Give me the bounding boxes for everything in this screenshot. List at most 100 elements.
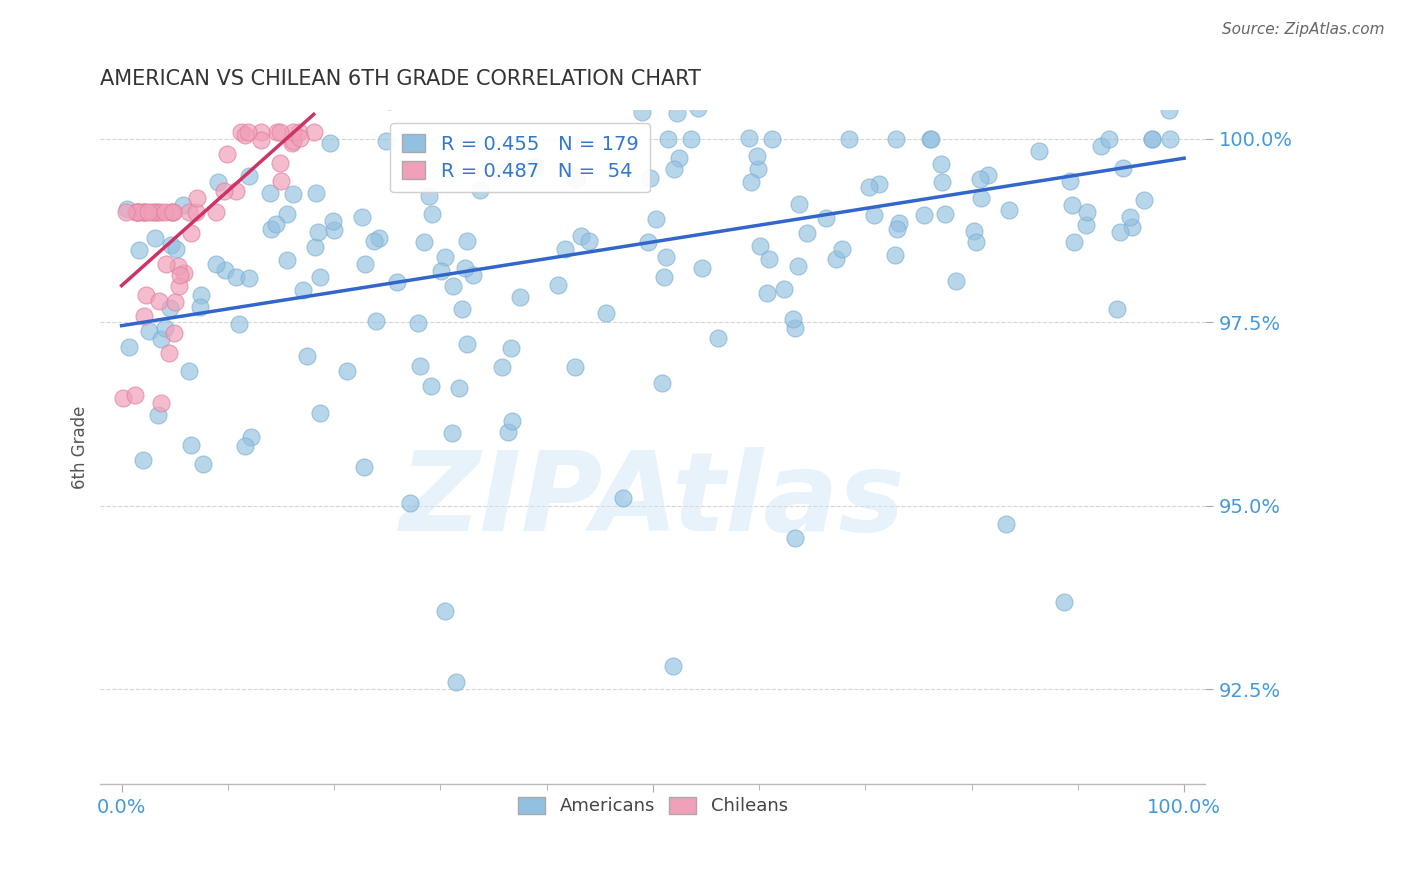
Point	[747, 162, 769, 177]
Point	[138, 324, 160, 338]
Point	[266, 124, 288, 138]
Point	[630, 105, 652, 120]
Point	[115, 205, 138, 219]
Point	[163, 326, 186, 340]
Point	[295, 350, 318, 364]
Point	[509, 290, 531, 304]
Point	[449, 381, 471, 395]
Point	[1059, 174, 1081, 188]
Point	[969, 171, 991, 186]
Point	[441, 425, 464, 440]
Point	[863, 208, 886, 222]
Point	[240, 429, 263, 443]
Point	[264, 218, 287, 232]
Point	[399, 496, 422, 510]
Point	[186, 191, 208, 205]
Point	[1053, 594, 1076, 608]
Point	[657, 132, 679, 146]
Point	[980, 32, 1002, 46]
Point	[1074, 218, 1097, 232]
Point	[305, 186, 328, 201]
Point	[124, 388, 146, 402]
Point	[207, 175, 229, 189]
Point	[281, 186, 304, 201]
Point	[132, 205, 155, 219]
Point	[167, 259, 190, 273]
Point	[1036, 0, 1059, 9]
Point	[491, 360, 513, 375]
Point	[375, 134, 398, 148]
Point	[149, 332, 172, 346]
Point	[160, 238, 183, 252]
Point	[1105, 302, 1128, 317]
Point	[969, 24, 991, 38]
Point	[153, 320, 176, 334]
Point	[118, 340, 141, 354]
Point	[688, 101, 710, 115]
Point	[886, 222, 908, 236]
Point	[148, 293, 170, 308]
Point	[868, 178, 890, 192]
Point	[214, 263, 236, 277]
Point	[463, 268, 485, 282]
Point	[1028, 145, 1050, 159]
Point	[745, 149, 768, 163]
Point	[413, 235, 436, 249]
Point	[654, 250, 676, 264]
Point	[1140, 132, 1163, 146]
Point	[180, 226, 202, 240]
Point	[280, 136, 302, 150]
Point	[141, 205, 163, 219]
Point	[259, 186, 281, 200]
Point	[931, 175, 953, 189]
Point	[215, 146, 238, 161]
Point	[1063, 235, 1085, 249]
Point	[756, 285, 779, 300]
Point	[163, 294, 186, 309]
Point	[433, 250, 456, 264]
Point	[595, 306, 617, 320]
Text: AMERICAN VS CHILEAN 6TH GRADE CORRELATION CHART: AMERICAN VS CHILEAN 6TH GRADE CORRELATIO…	[100, 69, 702, 88]
Point	[188, 300, 211, 314]
Point	[409, 359, 432, 373]
Point	[112, 392, 135, 406]
Point	[308, 269, 330, 284]
Point	[366, 314, 388, 328]
Point	[578, 235, 600, 249]
Point	[963, 224, 986, 238]
Point	[651, 376, 673, 391]
Point	[547, 278, 569, 293]
Point	[1133, 194, 1156, 208]
Point	[238, 169, 260, 183]
Point	[1090, 139, 1112, 153]
Point	[862, 72, 884, 87]
Point	[977, 168, 1000, 182]
Point	[225, 269, 247, 284]
Point	[134, 309, 156, 323]
Point	[884, 132, 907, 146]
Point	[179, 364, 201, 378]
Point	[995, 517, 1018, 532]
Point	[260, 222, 283, 236]
Point	[738, 131, 761, 145]
Point	[132, 452, 155, 467]
Point	[128, 243, 150, 257]
Point	[470, 183, 492, 197]
Point	[662, 659, 685, 673]
Point	[786, 259, 808, 273]
Point	[501, 414, 523, 428]
Point	[153, 205, 176, 219]
Point	[229, 124, 252, 138]
Point	[1108, 226, 1130, 240]
Point	[831, 242, 853, 256]
Point	[782, 312, 804, 326]
Point	[127, 205, 149, 219]
Point	[638, 171, 661, 186]
Point	[184, 205, 207, 219]
Point	[165, 242, 187, 256]
Point	[652, 269, 675, 284]
Text: Source: ZipAtlas.com: Source: ZipAtlas.com	[1222, 22, 1385, 37]
Point	[664, 161, 686, 176]
Point	[367, 231, 389, 245]
Point	[173, 266, 195, 280]
